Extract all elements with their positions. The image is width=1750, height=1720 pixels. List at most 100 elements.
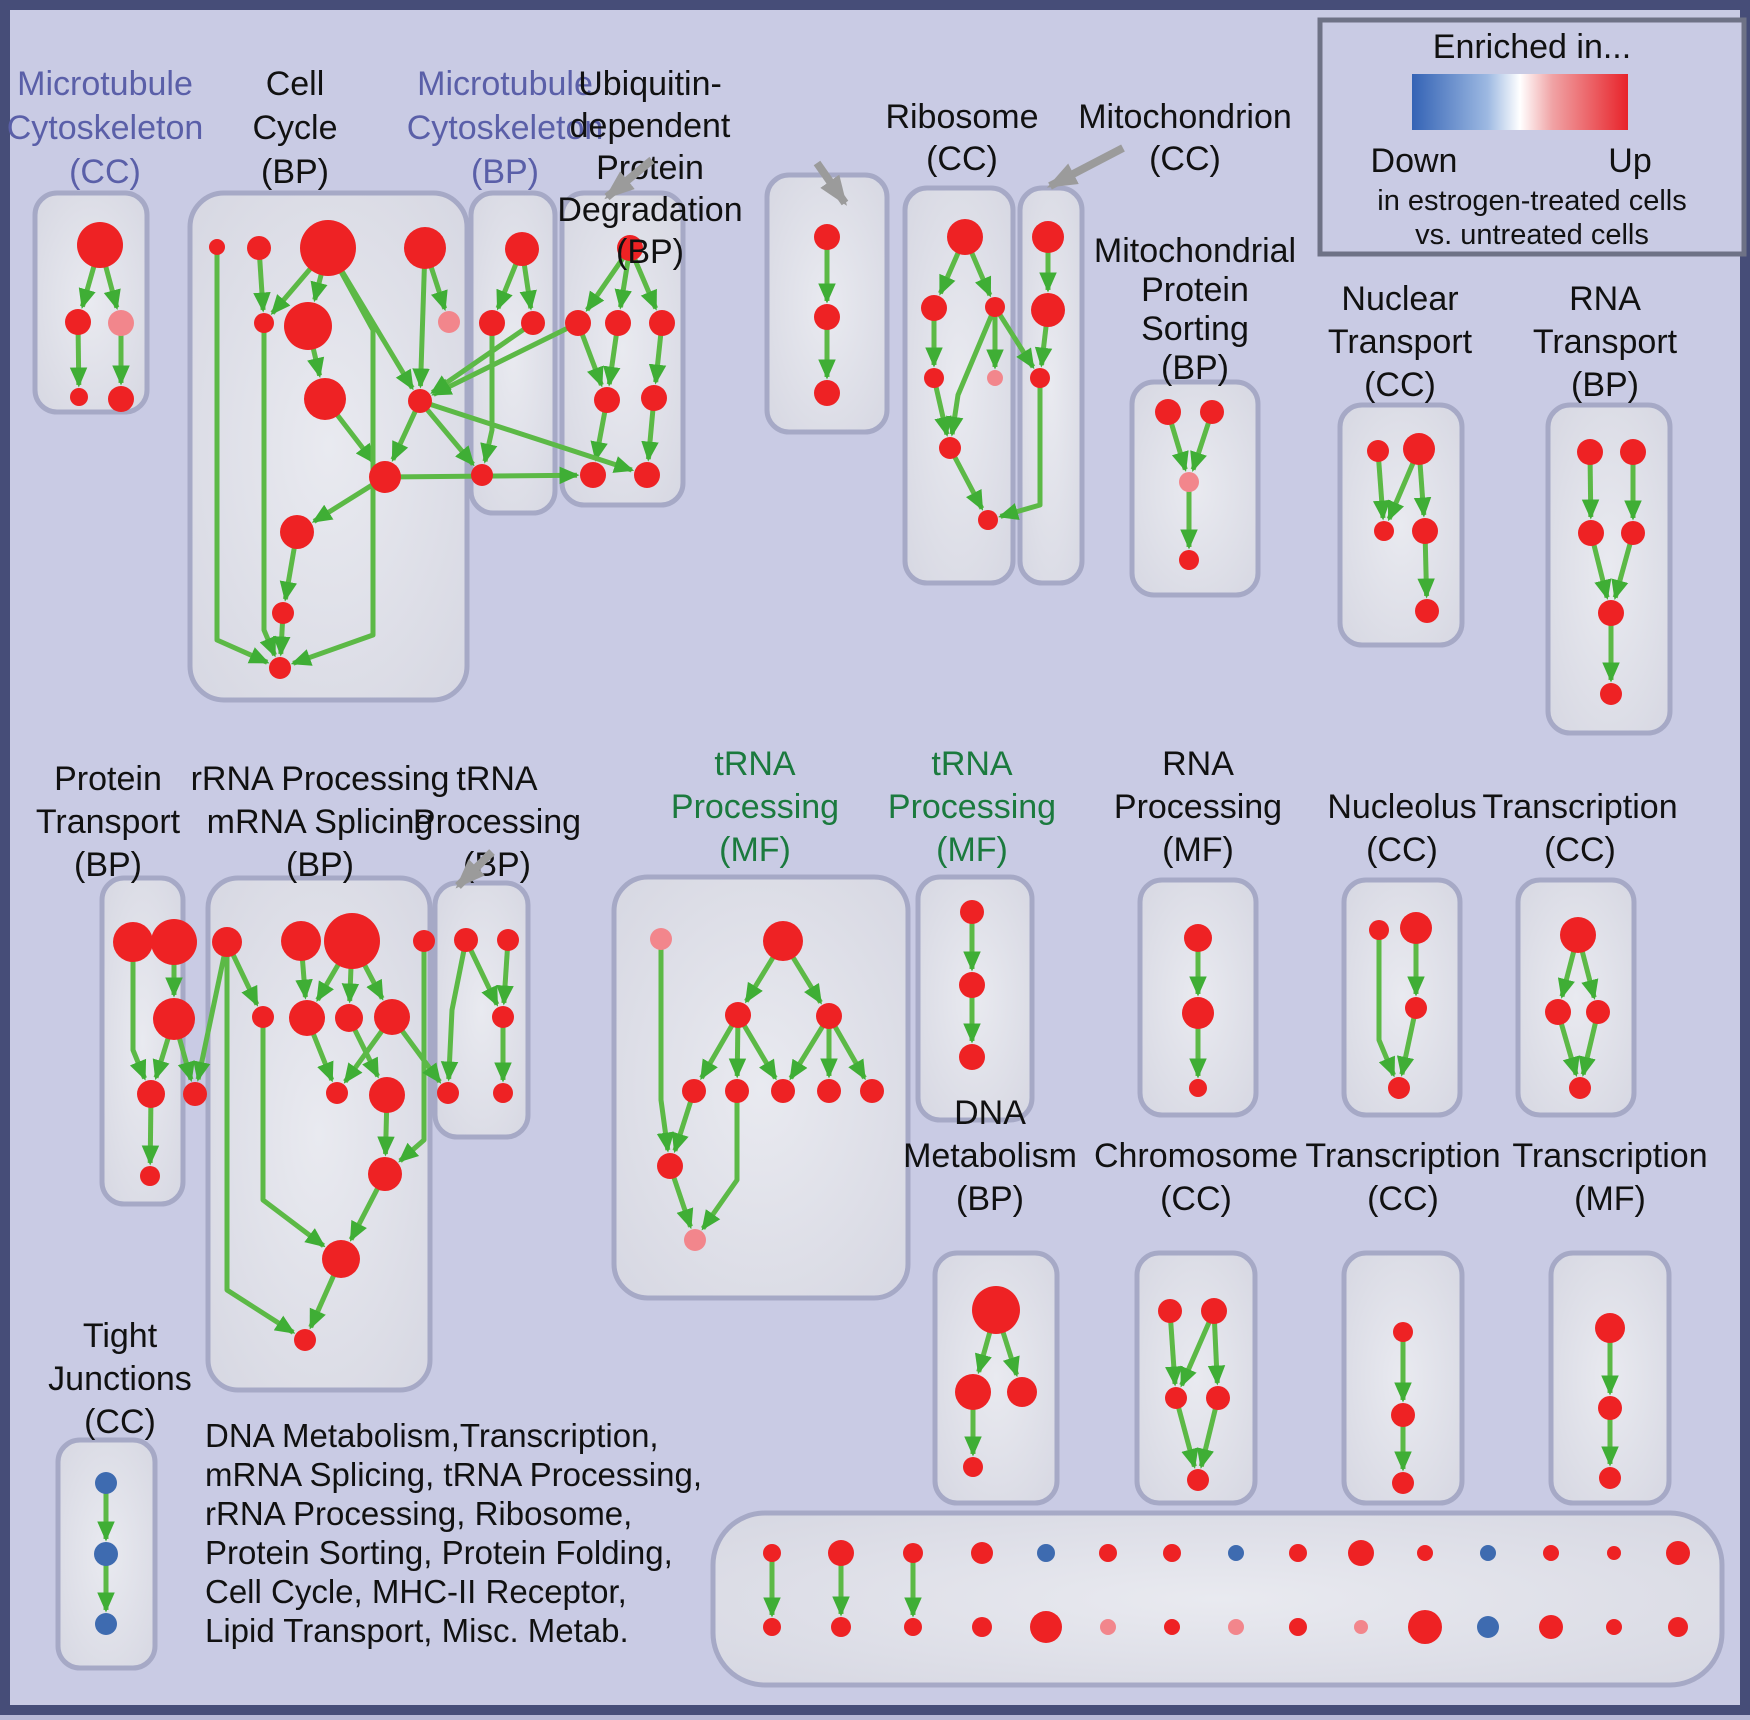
go-term-node: [1099, 1544, 1117, 1562]
go-term-node: [369, 1077, 405, 1113]
cluster-label-trna-mf-large: Processing: [671, 788, 839, 826]
go-term-node: [1578, 520, 1604, 546]
go-term-node: [404, 227, 446, 269]
go-term-node: [269, 657, 291, 679]
go-term-node: [454, 928, 478, 952]
go-term-node: [1163, 1544, 1181, 1562]
cluster-label-transcription-mf: Transcription: [1512, 1137, 1707, 1175]
go-term-node: [252, 1006, 274, 1028]
go-term-node: [1289, 1544, 1307, 1562]
go-term-node: [1367, 440, 1389, 462]
go-term-node: [438, 311, 460, 333]
relation-edge: [998, 378, 1043, 520]
cluster-label-ubiquitin-1: Ubiquitin-: [578, 65, 722, 103]
go-term-node: [1155, 399, 1181, 425]
go-term-node: [1415, 599, 1439, 623]
go-term-node: [65, 309, 91, 335]
go-term-node: [1179, 472, 1199, 492]
go-term-node: [1158, 1299, 1182, 1323]
go-term-node: [1031, 293, 1065, 327]
cluster-label-trna-mf-small: (MF): [936, 831, 1008, 869]
relation-edge: [259, 323, 277, 658]
go-term-node: [972, 1286, 1020, 1334]
cluster-label-trna-bp: (BP): [463, 846, 531, 884]
cluster-label-transcription-cc-mid: Transcription: [1482, 788, 1677, 826]
go-term-node: [1393, 1322, 1413, 1342]
cluster-label-mito-sorting: Sorting: [1141, 310, 1249, 348]
pointer-arrow-icon: [455, 849, 495, 889]
cluster-box-trna-mf-large: [611, 874, 911, 1301]
go-term-node: [479, 310, 505, 336]
go-term-node: [1037, 1544, 1055, 1562]
go-term-node: [1228, 1545, 1244, 1561]
go-term-node: [978, 510, 998, 530]
go-term-node: [725, 1079, 749, 1103]
go-term-node: [1569, 1077, 1591, 1099]
cluster-label-mito-sorting: Protein: [1141, 271, 1249, 309]
go-term-node: [817, 1079, 841, 1103]
go-term-node: [1586, 1000, 1610, 1024]
go-term-node: [921, 295, 947, 321]
go-term-node: [763, 1618, 781, 1636]
relation-edge: [1376, 930, 1396, 1078]
legend-up-label: Up: [1608, 142, 1651, 180]
cluster-label-chromosome: Chromosome: [1094, 1137, 1298, 1175]
go-term-node: [113, 922, 153, 962]
relation-edge: [440, 939, 469, 1082]
go-term-node: [1600, 683, 1622, 705]
go-term-node: [1007, 1377, 1037, 1407]
go-term-node: [137, 1080, 165, 1108]
cluster-box-nucleolus: [1341, 877, 1463, 1118]
text-block-line: DNA Metabolism,Transcription,: [205, 1417, 659, 1454]
go-term-node: [657, 1153, 683, 1179]
legend-down-label: Down: [1371, 142, 1458, 180]
go-term-node: [1607, 1546, 1621, 1560]
legend-subtitle-2: vs. untreated cells: [1415, 219, 1649, 251]
go-term-node: [1187, 1469, 1209, 1491]
go-term-node: [70, 388, 88, 406]
relation-edge: [193, 941, 230, 1082]
cluster-label-nuclear-transport: (CC): [1364, 366, 1436, 404]
cluster-label-rna-proc-mf: (MF): [1162, 831, 1234, 869]
pointer-arrow-icon: [813, 160, 849, 206]
go-term-node: [725, 1002, 751, 1028]
go-term-node: [1606, 1619, 1622, 1635]
go-term-node: [326, 1082, 348, 1104]
go-term-node: [1164, 1619, 1180, 1635]
go-term-node: [1200, 400, 1224, 424]
cluster-label-rrna-mrna: mRNA Splicing: [207, 803, 434, 841]
cluster-label-transcription-cc-mid: (CC): [1544, 831, 1616, 869]
go-term-node: [153, 998, 195, 1040]
cluster-label-rrna-mrna: rRNA Processing: [191, 760, 450, 798]
go-term-node: [1666, 1541, 1690, 1565]
cluster-label-microtubule-bp: (BP): [471, 153, 539, 191]
cluster-label-microtubule-cc: (CC): [69, 153, 141, 191]
cluster-label-ribosome-cc: (CC): [926, 140, 998, 178]
relation-edge: [418, 399, 475, 467]
go-term-node: [763, 921, 803, 961]
go-term-node: [771, 1079, 795, 1103]
cluster-label-nuclear-transport: Nuclear: [1341, 280, 1458, 318]
cluster-box-rrna-mrna: [205, 875, 433, 1393]
relation-edge: [431, 320, 580, 397]
relation-edge: [398, 941, 427, 1163]
cluster-label-microtubule-bp: Microtubule: [417, 65, 593, 103]
go-term-node: [828, 1540, 854, 1566]
cluster-box-trna-mf-small: [915, 874, 1035, 1123]
relation-edge: [946, 306, 998, 437]
go-term-node: [617, 235, 643, 261]
cluster-box-transcription-cc-mid: [1515, 877, 1637, 1118]
cluster-label-rna-proc-mf: RNA: [1162, 745, 1234, 783]
cluster-label-protein-transport: Protein: [54, 760, 162, 798]
legend-title: Enriched in...: [1433, 28, 1631, 66]
go-term-node: [1417, 1545, 1433, 1561]
go-term-node: [335, 1004, 363, 1032]
relation-edge: [656, 939, 675, 1153]
go-term-node: [505, 232, 539, 266]
go-term-node: [183, 1082, 207, 1106]
go-term-node: [284, 302, 332, 350]
go-term-node: [1400, 912, 1432, 944]
go-term-node: [492, 1006, 514, 1028]
go-term-node: [682, 1079, 706, 1103]
go-term-node: [95, 1613, 117, 1635]
